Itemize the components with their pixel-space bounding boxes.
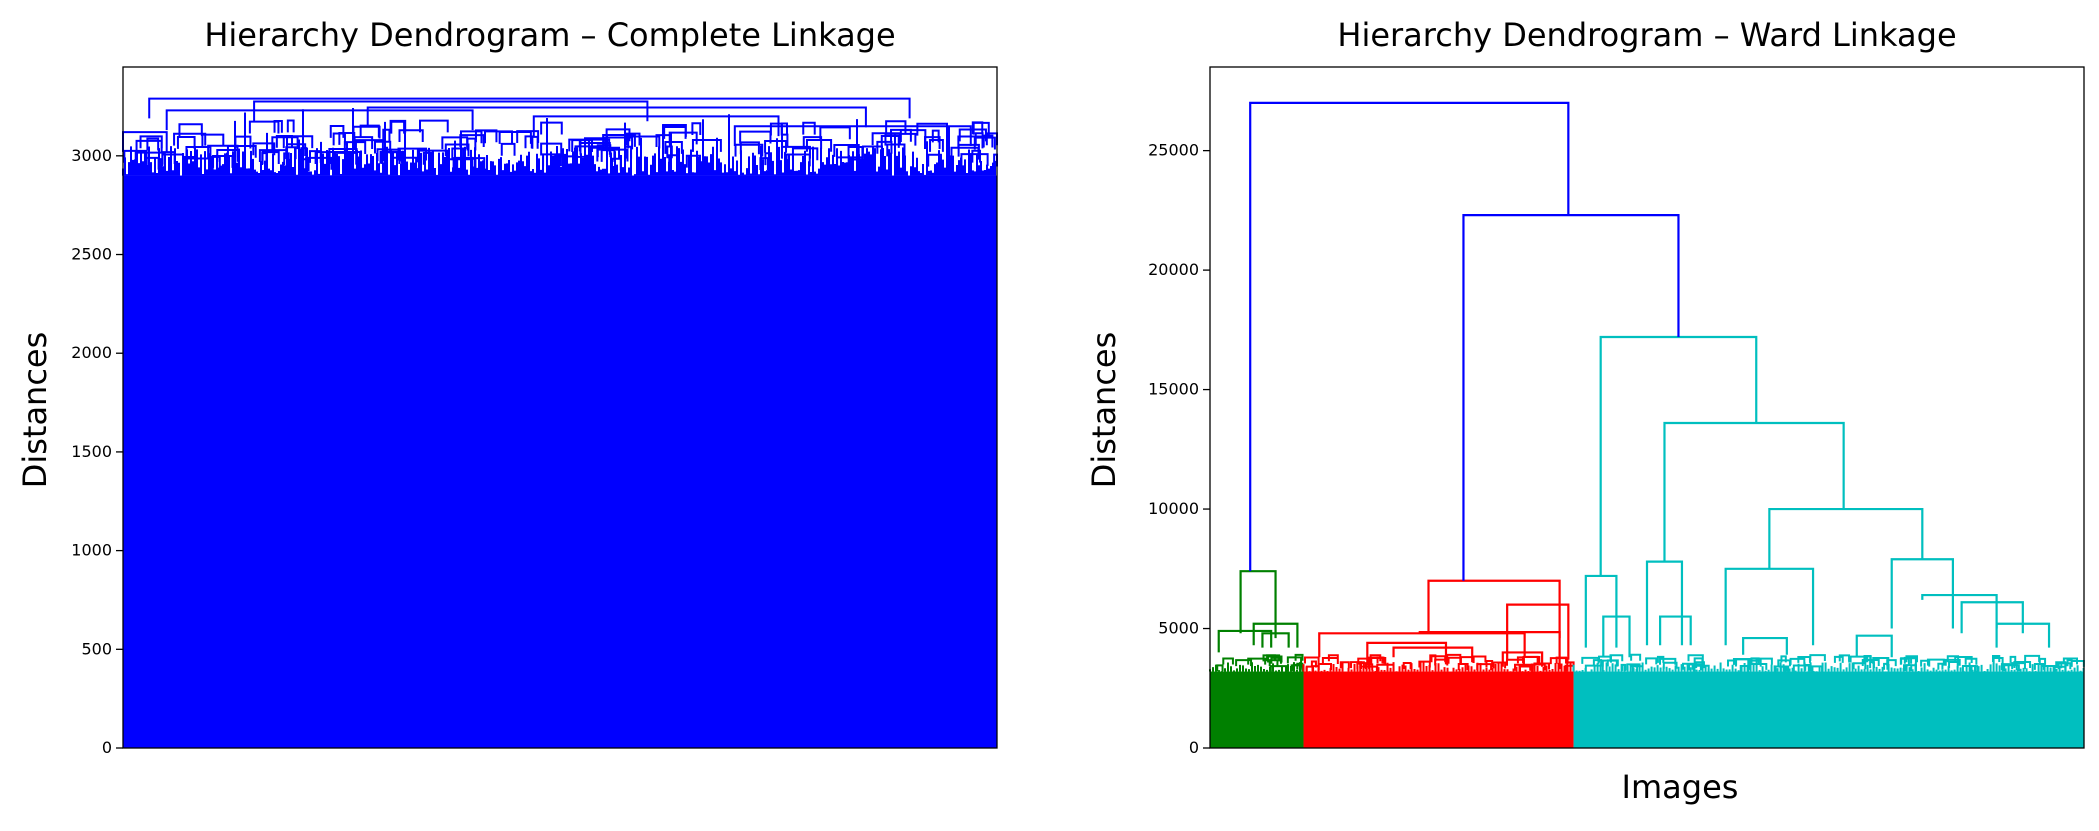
- plot-area-ward: [1209, 101, 2085, 748]
- merge-link: [1995, 622, 2051, 648]
- y-tick-label: 25000: [1148, 141, 1199, 160]
- merge-link: [1890, 558, 1954, 629]
- complete-linkage-chart: Hierarchy Dendrogram – Complete Linkage …: [16, 16, 998, 757]
- y-tick-label: 20000: [1148, 260, 1199, 279]
- link-mass: [123, 119, 998, 172]
- y-tick-label: 0: [102, 738, 112, 757]
- leaf-mass: [1573, 671, 2084, 748]
- link-mass: [1572, 653, 2085, 673]
- merge-link: [1659, 615, 1692, 646]
- merge-link: [1252, 622, 1299, 648]
- merge-link: [1217, 629, 1273, 653]
- plot-area-complete: [122, 97, 998, 749]
- merge-link: [1584, 574, 1618, 648]
- x-axis-label-ward: Images: [1622, 768, 1739, 806]
- merge-link: [148, 97, 911, 119]
- chart-title-ward: Hierarchy Dendrogram – Ward Linkage: [1337, 16, 1956, 54]
- y-tick-label: 2500: [71, 245, 112, 264]
- merge-link: [122, 131, 168, 152]
- merge-link: [1418, 631, 1561, 670]
- merge-link: [1261, 632, 1290, 648]
- link-mass: [1209, 653, 1305, 673]
- y-tick-label: 3000: [71, 146, 112, 165]
- merge-link: [366, 106, 867, 128]
- merge-link: [1427, 579, 1561, 639]
- merge-link: [1742, 636, 1788, 655]
- merge-link: [1462, 214, 1680, 581]
- leaf-mass: [123, 175, 997, 749]
- merge-link: [1249, 101, 1570, 572]
- y-tick-label: 0: [1189, 738, 1199, 757]
- merge-link: [1855, 634, 1893, 658]
- merge-link: [1960, 601, 2024, 634]
- y-ticks-complete: 0 500 1000 1500 2000 2500 3000: [71, 146, 123, 757]
- leaf-mass: [1210, 671, 1304, 748]
- y-axis-label-ward: Distances: [1085, 332, 1123, 489]
- axes-frame-complete: [122, 66, 998, 749]
- merge-link: [1501, 651, 1544, 667]
- merge-link: [1239, 570, 1277, 639]
- link-mass: [1302, 653, 1575, 673]
- merge-link: [1318, 632, 1526, 658]
- merge-link: [1366, 641, 1448, 665]
- merge-link: [1602, 615, 1631, 658]
- merge-link: [733, 125, 972, 146]
- ward-linkage-chart: Hierarchy Dendrogram – Ward Linkage Dist…: [1085, 16, 2085, 806]
- chart-title-complete: Hierarchy Dendrogram – Complete Linkage: [204, 16, 895, 54]
- leaf-mass: [1303, 671, 1574, 748]
- merge-link: [1392, 646, 1474, 662]
- y-tick-label: 5000: [1158, 619, 1199, 638]
- y-tick-label: 500: [81, 639, 112, 658]
- merge-link: [1645, 560, 1684, 646]
- axes-frame-ward: [1209, 66, 2085, 749]
- y-tick-label: 1000: [71, 541, 112, 560]
- merge-link: [1921, 593, 1998, 629]
- merge-link: [1724, 567, 1815, 646]
- y-tick-label: 15000: [1148, 380, 1199, 399]
- merge-link: [1599, 335, 1758, 576]
- y-tick-label: 1500: [71, 442, 112, 461]
- merge-link: [1768, 507, 1924, 569]
- merge-link: [1663, 421, 1845, 562]
- merge-link: [165, 109, 474, 131]
- y-axis-label-complete: Distances: [16, 332, 54, 489]
- y-tick-label: 10000: [1148, 499, 1199, 518]
- y-ticks-ward: 0 5000 10000 15000 20000 25000: [1148, 141, 1210, 757]
- y-tick-label: 2000: [71, 343, 112, 362]
